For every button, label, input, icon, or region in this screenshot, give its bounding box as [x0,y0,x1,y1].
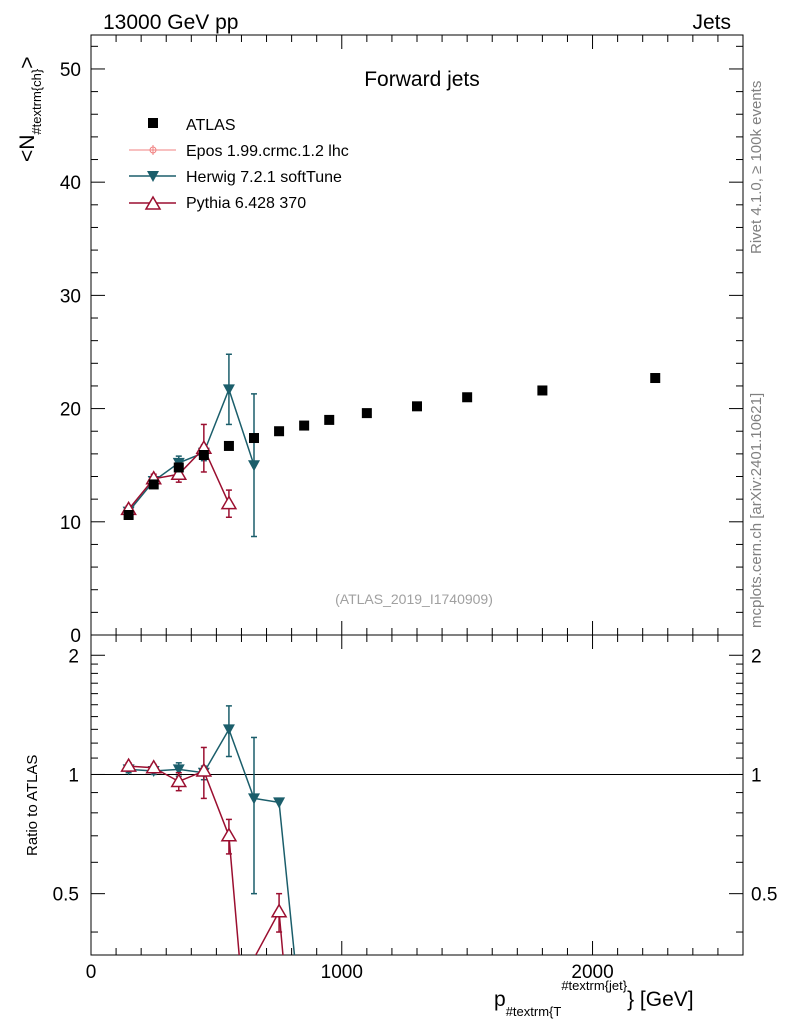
x-tick-label: 1000 [321,962,363,983]
atlas-data-point [537,385,548,396]
herwig-ratio-point [172,764,185,776]
pythia-point [170,465,188,480]
legend-marker-herwig [129,171,176,182]
y-tick-label: 10 [60,513,81,534]
y-tick-label: 50 [60,60,81,81]
legend-marker-pythia [129,195,176,210]
legend-label-herwig: Herwig 7.2.1 softTune [186,169,342,186]
herwig-point [248,460,260,472]
atlas-data-point [223,440,234,451]
herwig-line [128,387,255,513]
reference-label: (ATLAS_2019_I1740909) [335,591,493,607]
plot-title: Forward jets [364,68,480,91]
header-right: Jets [692,11,731,34]
pythia-ratio-line [128,765,284,955]
pythia-ratio-point [234,975,248,987]
mcplots-label: mcplots.cern.ch [arXiv:2401.10621] [748,393,765,628]
atlas-data-point [462,392,473,403]
legend-marker-epos [129,145,176,155]
pythia-point [220,495,238,510]
x-tick-label: 2000 [571,962,613,983]
atlas-data-point [274,426,285,437]
ratio-tick-label: 1 [68,765,79,786]
ratio-tick-label-right: 2 [751,646,762,667]
header-left: 13000 GeV pp [103,11,238,34]
pythia-ratio-point [120,757,137,772]
ratio-tick-label-right: 0.5 [751,885,777,906]
atlas-data-point [173,462,184,473]
legend-marker-atlas [148,118,158,128]
atlas-data-point [299,420,310,431]
legend-label-atlas: ATLAS [186,117,236,134]
herwig-ratio-point [222,724,235,736]
pythia-ratio-point [220,827,238,842]
atlas-data-point [324,414,335,425]
atlas-data-point [361,408,372,419]
pythia-ratio-point [195,762,213,777]
atlas-data-point [249,433,259,444]
y-tick-label: 30 [60,286,81,307]
ratio-y-axis-label: Ratio to ATLAS [24,755,41,856]
legend-label-pythia: Pythia 6.428 370 [186,195,306,212]
legend: ATLAS Epos 1.99.crmc.1.2 lhc Herwig 7.2.… [129,117,349,212]
y-axis-label: <N#textrm{ch}> [16,57,44,162]
x-axis-label: p#textrm{T#textrm{jet}} [GeV] [494,978,694,1019]
pythia-ratio-point [145,759,162,774]
rivet-label: Rivet 4.1.0, ≥ 100k events [748,81,765,254]
axis-ticks: 0 1000 2000 0 10 20 30 40 50 0.5 0.5 1 1 2 2 [53,35,777,983]
legend-label-epos: Epos 1.99.crmc.1.2 lhc [186,143,349,160]
y-tick-label: 40 [60,173,81,194]
pythia-ratio-point [270,903,288,918]
atlas-data-point [148,479,159,490]
herwig-ratio-point [273,797,286,809]
ratio-tick-label: 0.5 [53,885,79,906]
y-tick-label: 0 [70,626,81,647]
x-tick-label: 0 [86,962,97,983]
atlas-data-point [198,450,209,460]
ratio-plot-frame [90,634,744,956]
atlas-data-point [123,510,134,520]
herwig-point [222,384,235,396]
ratio-tick-label: 2 [68,646,79,667]
herwig-ratio-point [248,793,260,805]
atlas-data-point [412,401,422,412]
ratio-tick-label-right: 1 [751,765,762,786]
y-tick-label: 20 [60,400,81,421]
pythia-ratio-point [170,772,188,788]
atlas-data-point [650,373,661,384]
